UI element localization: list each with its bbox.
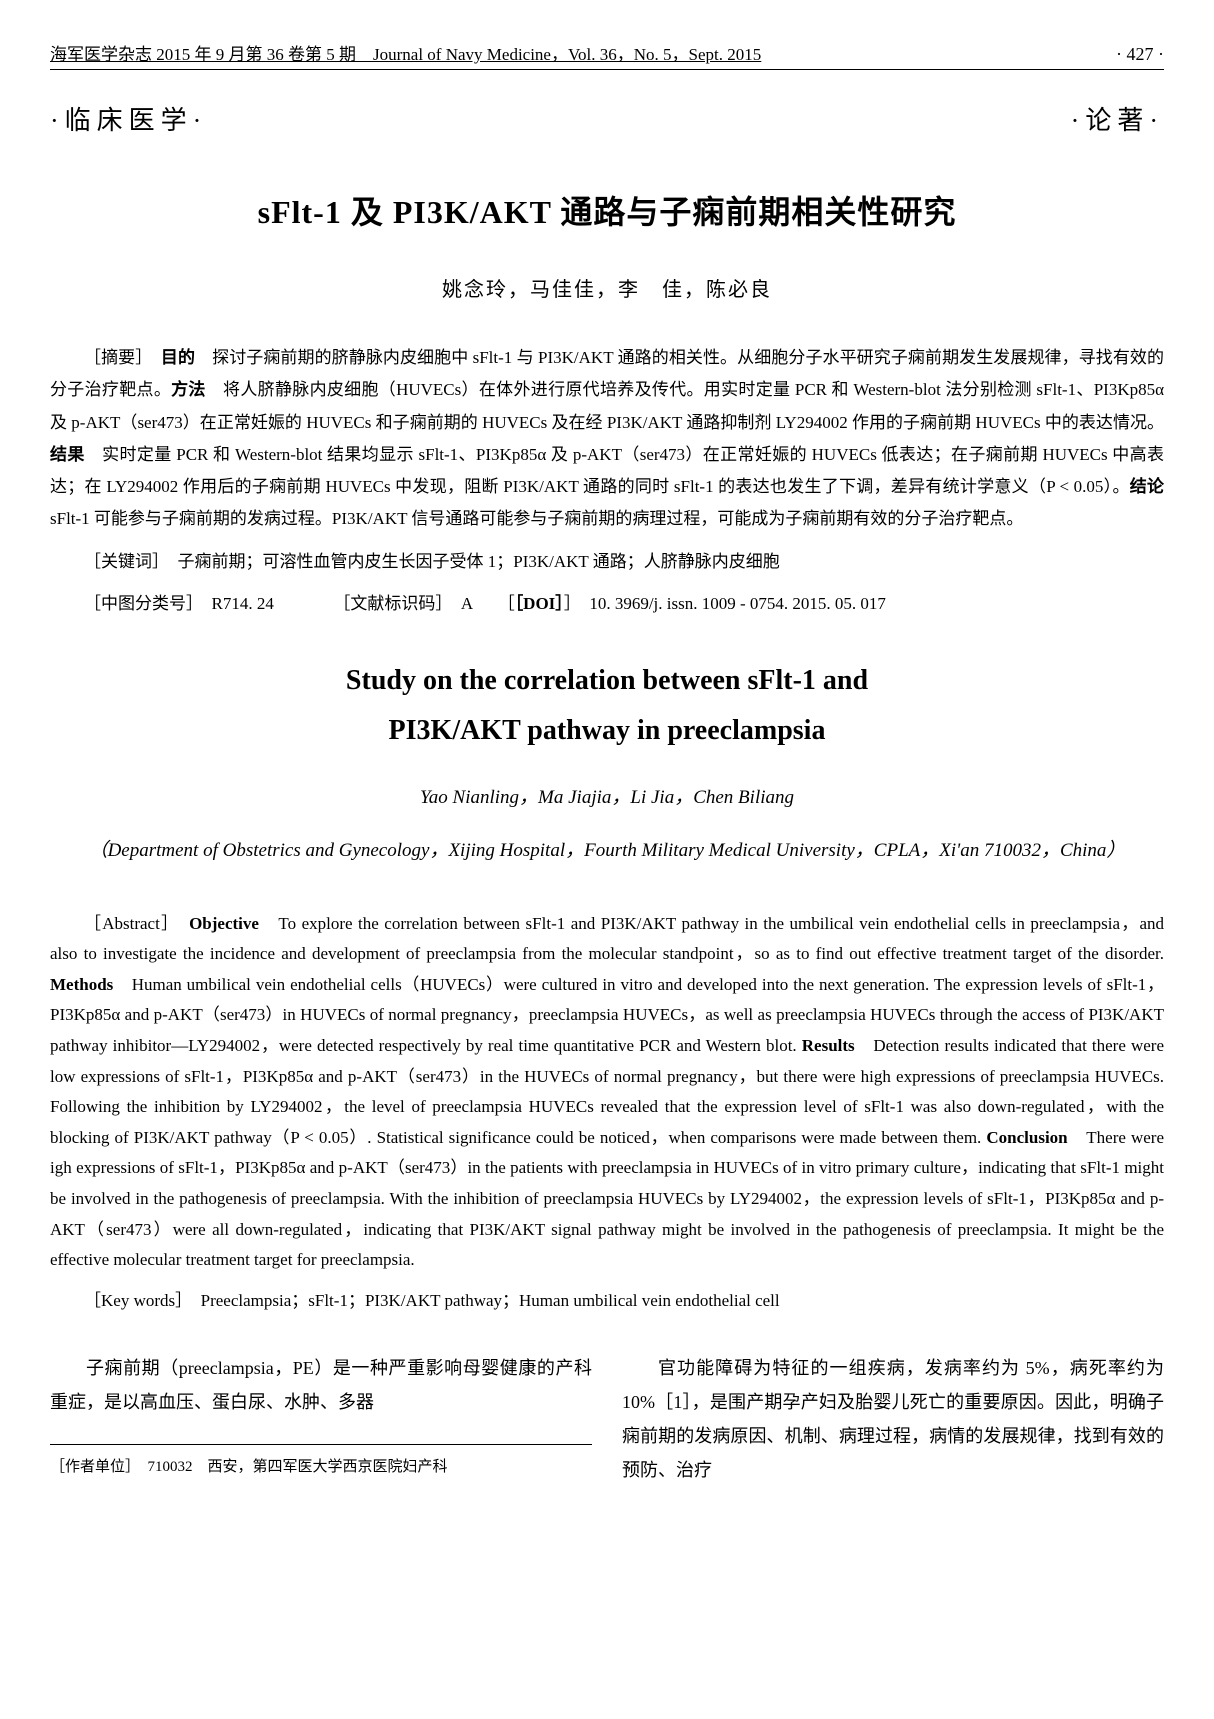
- title-english-line1: Study on the correlation between sFlt-1 …: [50, 660, 1164, 702]
- page-number: · 427 ·: [1116, 44, 1164, 65]
- doi-label: ［［DOI］］: [506, 594, 572, 613]
- objective-label-cn: 目的: [161, 348, 195, 367]
- page-header: 海军医学杂志 2015 年 9 月第 36 卷第 5 期 Journal of …: [50, 40, 1164, 70]
- body-col1-text: 子痫前期（preeclampsia，PE）是一种严重影响母婴健康的产科重症，是以…: [50, 1351, 592, 1419]
- abstract-chinese: ［摘要］ 目的 探讨子痫前期的脐静脉内皮细胞中 sFlt-1 与 PI3K/AK…: [50, 342, 1164, 536]
- class-label: ［中图分类号］: [84, 594, 195, 613]
- results-text-cn: 实时定量 PCR 和 Western-blot 结果均显示 sFlt-1、PI3…: [50, 445, 1164, 496]
- objective-label-en: Objective: [189, 914, 259, 933]
- doc-label: ［文献标识码］: [342, 594, 444, 613]
- authors-chinese: 姚念玲，马佳佳，李 佳，陈必良: [50, 273, 1164, 302]
- author-affiliation-footer: ［作者单位］ 710032 西安，第四军医大学西京医院妇产科: [50, 1444, 592, 1482]
- abstract-label-cn: ［摘要］: [84, 348, 144, 367]
- keywords-label-cn: ［关键词］: [84, 552, 161, 571]
- conclusion-text-cn: sFlt-1 可能参与子痫前期的发病过程。PI3K/AKT 信号通路可能参与子痫…: [50, 509, 1023, 528]
- body-text: 子痫前期（preeclampsia，PE）是一种严重影响母婴健康的产科重症，是以…: [50, 1351, 1164, 1488]
- methods-text-cn: 将人脐静脉内皮细胞（HUVECs）在体外进行原代培养及传代。用实时定量 PCR …: [50, 380, 1164, 431]
- conclusion-label-cn: 结论: [1130, 477, 1164, 496]
- keywords-english: ［Key words］ Preeclampsia；sFlt-1；PI3K/AKT…: [50, 1286, 1164, 1311]
- methods-label-en: Methods: [50, 975, 113, 994]
- journal-info: 海军医学杂志 2015 年 9 月第 36 卷第 5 期 Journal of …: [50, 40, 761, 65]
- body-col2-text: 官功能障碍为特征的一组疾病，发病率约为 5%，病死率约为 10%［1］，是围产期…: [622, 1351, 1164, 1488]
- body-column-right: 官功能障碍为特征的一组疾病，发病率约为 5%，病死率约为 10%［1］，是围产期…: [622, 1351, 1164, 1488]
- classification-line: ［中图分类号］ R714. 24 ［文献标识码］ A ［［DOI］］ 10. 3…: [50, 588, 1164, 620]
- keywords-text-cn: 子痫前期；可溶性血管内皮生长因子受体 1；PI3K/AKT 通路；人脐静脉内皮细…: [178, 552, 780, 571]
- results-label-cn: 结果: [50, 445, 85, 464]
- affiliation-english: （Department of Obstetrics and Gynecology…: [50, 834, 1164, 868]
- conclusion-label-en: Conclusion: [986, 1128, 1067, 1147]
- title-english-line2: PI3K/AKT pathway in preeclampsia: [50, 710, 1164, 752]
- methods-label-cn: 方法: [171, 380, 206, 399]
- abstract-label-en: ［Abstract］: [84, 914, 171, 933]
- title-chinese: sFlt-1 及 PI3K/AKT 通路与子痫前期相关性研究: [50, 187, 1164, 233]
- keywords-label-en: ［Key words］: [84, 1291, 184, 1310]
- results-label-en: Results: [802, 1036, 855, 1055]
- footer-label: ［作者单位］: [50, 1459, 133, 1475]
- authors-english: Yao Nianling，Ma Jiajia，Li Jia，Chen Bilia…: [50, 782, 1164, 809]
- body-column-left: 子痫前期（preeclampsia，PE）是一种严重影响母婴健康的产科重症，是以…: [50, 1351, 592, 1488]
- footer-text: 710032 西安，第四军医大学西京医院妇产科: [148, 1459, 448, 1475]
- section-left: ·临床医学·: [50, 100, 207, 137]
- section-right: ·论著·: [1071, 100, 1164, 137]
- class-value: R714. 24: [212, 594, 274, 613]
- abstract-english: ［Abstract］ Objective To explore the corr…: [50, 909, 1164, 1276]
- section-labels: ·临床医学· ·论著·: [50, 100, 1164, 137]
- keywords-text-en: Preeclampsia；sFlt-1；PI3K/AKT pathway；Hum…: [201, 1291, 780, 1310]
- doi-value: 10. 3969/j. issn. 1009 - 0754. 2015. 05.…: [589, 594, 886, 613]
- keywords-chinese: ［关键词］ 子痫前期；可溶性血管内皮生长因子受体 1；PI3K/AKT 通路；人…: [50, 546, 1164, 578]
- conclusion-text-en: There were igh expressions of sFlt-1，PI3…: [50, 1128, 1164, 1269]
- doc-value: A: [461, 594, 472, 613]
